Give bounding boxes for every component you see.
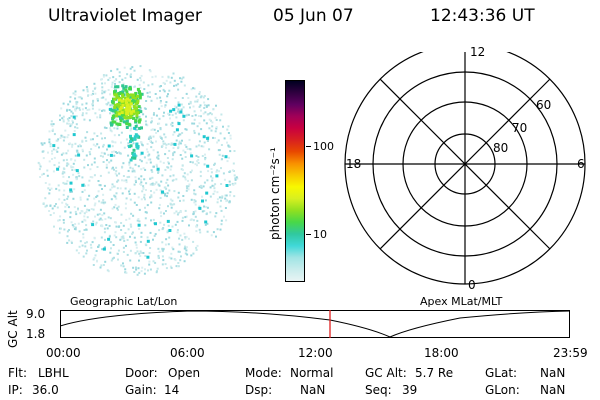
dsp-label: Dsp: (245, 383, 273, 397)
time-tick-1200: 12:00 (298, 346, 333, 360)
gain-label: Gain: (125, 383, 157, 397)
colorbar-label-100: 100 (313, 140, 334, 153)
geo-coords-label: Geographic Lat/Lon (70, 295, 178, 308)
date-label: 05 Jun 07 (273, 6, 354, 26)
mlat-label-70: 70 (512, 121, 528, 135)
mlat-label-80: 80 (493, 141, 509, 155)
ip-label: IP: (8, 383, 23, 397)
gain-value: 14 (164, 383, 180, 397)
door-label: Door: (125, 366, 158, 380)
glon-value: NaN (540, 383, 566, 397)
glat-label: GLat: (485, 366, 518, 380)
mlt-label-0: 0 (468, 278, 476, 292)
timeline-axis-title: GC Alt (6, 310, 20, 348)
mlat-label-60: 60 (536, 98, 552, 112)
ip-value: 36.0 (32, 383, 59, 397)
filter-value: LBHL (38, 366, 69, 380)
mode-value: Normal (290, 366, 334, 380)
mlt-label-6: 6 (577, 157, 585, 171)
polar-grid (344, 52, 586, 285)
colorbar-axis-label: photon cm⁻²s⁻¹ (268, 147, 282, 240)
time-tick-0600: 06:00 (170, 346, 205, 360)
colorbar-label-10: 10 (313, 228, 327, 241)
glat-value: NaN (540, 366, 566, 380)
mlt-label-12: 12 (470, 45, 486, 59)
colorbar-tick-100 (306, 146, 311, 147)
time-tick-0000: 00:00 (46, 346, 81, 360)
apex-coords-label: Apex MLat/MLT (420, 295, 503, 308)
glon-label: GLon: (485, 383, 520, 397)
time-tick-2359: 23:59 (553, 346, 588, 360)
colorbar-tick-10 (306, 234, 311, 235)
mode-label: Mode: (245, 366, 282, 380)
seq-label: Seq: (365, 383, 392, 397)
door-value: Open (168, 366, 201, 380)
altitude-timeline (60, 310, 570, 338)
dsp-value: NaN (300, 383, 326, 397)
time-label: 12:43:36 UT (430, 6, 535, 26)
timeline-y-top: 9.0 (26, 307, 46, 321)
mlt-label-18: 18 (346, 157, 362, 171)
gc-alt-label: GC Alt: (365, 366, 407, 380)
filter-label: Flt: (8, 366, 27, 380)
seq-value: 39 (402, 383, 418, 397)
timeline-y-bottom: 1.8 (26, 327, 46, 341)
colorbar (285, 80, 305, 282)
time-tick-1800: 18:00 (424, 346, 459, 360)
gc-alt-value: 5.7 Re (415, 366, 454, 380)
uv-image (37, 65, 239, 276)
app-title: Ultraviolet Imager (48, 6, 202, 26)
